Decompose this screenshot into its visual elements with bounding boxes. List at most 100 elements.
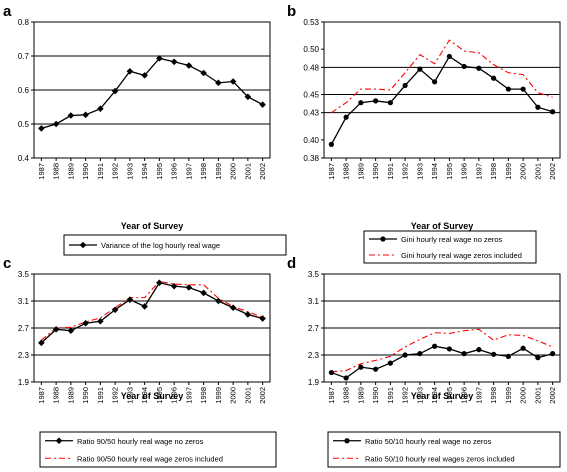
data-point: [185, 284, 193, 291]
data-point: [38, 125, 45, 132]
panel-label: a: [3, 3, 12, 20]
data-point: [200, 289, 207, 297]
x-tick-label: 2002: [258, 163, 267, 180]
x-tick-label: 2000: [229, 387, 238, 404]
data-point: [215, 297, 222, 305]
y-tick-label: 0.6: [18, 86, 30, 95]
data-point: [52, 326, 60, 333]
y-tick-label: 1.9: [308, 378, 320, 387]
data-point: [259, 315, 266, 322]
y-tick-label: 0.43: [303, 109, 319, 118]
x-tick-label: 2002: [548, 163, 557, 180]
panel-label: b: [287, 3, 296, 20]
data-point: [461, 351, 467, 357]
legend-box: [327, 431, 561, 468]
data-point: [328, 369, 334, 376]
y-tick-label: 3.1: [308, 297, 320, 306]
data-point: [111, 87, 119, 95]
data-point: [520, 86, 526, 92]
x-tick-label: 1997: [184, 163, 193, 180]
data-point: [244, 311, 252, 318]
x-tick-label: 1993: [415, 163, 424, 180]
y-tick-label: 0.38: [303, 154, 319, 163]
data-point: [111, 306, 119, 314]
series-line: [330, 55, 553, 145]
data-point: [373, 98, 379, 104]
x-tick-label: 1990: [371, 163, 380, 180]
data-point: [328, 141, 334, 147]
data-point: [550, 109, 556, 115]
panel-d: d 1.9 2.3 2.7 3.1 3.5 1987 1988 1989 1990 1991 1992…: [287, 255, 561, 468]
x-tick-label: 1990: [81, 163, 90, 180]
data-point: [52, 120, 60, 128]
data-point: [82, 319, 89, 327]
data-point: [126, 296, 134, 303]
legend-label: Ratio 50/10 hourly real wage no zeros: [365, 437, 492, 446]
y-tick-label: 2.3: [308, 351, 320, 360]
legend-box: [39, 431, 277, 468]
x-tick-label: 1988: [52, 387, 61, 404]
x-tick-label: 2001: [243, 387, 252, 404]
legend-marker: [55, 437, 63, 445]
legend: Ratio 90/50 hourly real wage no zeros Rat…: [39, 431, 277, 468]
data-point: [505, 86, 511, 92]
series-line: [331, 328, 553, 373]
x-tick-label: 1998: [489, 163, 498, 180]
data-point: [461, 63, 467, 70]
data-point: [259, 101, 266, 108]
y-tick-label: 3.5: [18, 270, 30, 279]
x-tick-label: 1996: [460, 163, 469, 180]
data-point: [476, 65, 482, 71]
x-axis-title: Year of Survey: [121, 221, 184, 231]
x-tick-label: 1997: [184, 387, 193, 404]
data-point: [402, 352, 408, 358]
data-point: [170, 282, 178, 290]
y-tick-label: 0.45: [303, 91, 319, 100]
legend-box: [363, 230, 537, 264]
data-point: [141, 303, 148, 310]
data-point: [38, 339, 45, 347]
legend-label: Gini hourly real wage zeros included: [401, 251, 522, 260]
x-tick-label: 1989: [356, 163, 365, 180]
x-tick-label: 1992: [401, 387, 410, 404]
legend: Ratio 50/10 hourly real wage no zeros Rat…: [327, 431, 561, 468]
x-tick-label: 1993: [415, 387, 424, 404]
data-point: [535, 104, 541, 110]
y-tick-label: 2.7: [18, 324, 30, 333]
y-tick-label: 0.50: [303, 45, 319, 54]
x-tick-label: 1995: [155, 387, 164, 404]
data-point: [156, 55, 163, 62]
series-line: [331, 39, 553, 114]
x-tick-label: 1998: [199, 387, 208, 404]
x-tick-label: 1994: [430, 163, 439, 180]
x-tick-label: 1992: [401, 163, 410, 180]
series-line: [41, 280, 263, 341]
panel-label: c: [3, 255, 11, 272]
x-tick-label: 1988: [52, 163, 61, 180]
x-axis-title: Year of Survey: [411, 221, 474, 231]
x-tick-label: 1999: [504, 387, 513, 404]
data-point: [491, 75, 497, 81]
y-tick-label: 0.4: [18, 154, 30, 163]
panel-a: a 0.4 0.5 0.6 0.7 0.8 1987 1988 1989 1990 1991 1992…: [3, 3, 287, 256]
x-tick-label: 1990: [81, 387, 90, 404]
data-point: [417, 66, 423, 72]
y-tick-label: 0.40: [303, 136, 319, 145]
x-tick-label: 1989: [356, 387, 365, 404]
legend-label: Ratio 90/50 hourly real wage zeros inclu…: [77, 454, 223, 463]
x-tick-label: 1995: [445, 163, 454, 180]
x-tick-label: 1987: [327, 387, 336, 404]
y-tick-label: 2.3: [18, 351, 30, 360]
data-point: [97, 105, 104, 112]
x-tick-label: 1991: [96, 163, 105, 180]
data-point: [446, 346, 452, 352]
data-point: [491, 351, 497, 357]
legend: Variance of the log hourly real wage: [63, 234, 287, 256]
data-point: [343, 375, 349, 381]
x-tick-label: 1993: [125, 387, 134, 404]
data-point: [244, 93, 252, 101]
legend-marker: [79, 241, 87, 249]
legend-marker: [380, 236, 386, 242]
data-point: [520, 345, 526, 351]
x-tick-label: 1991: [96, 387, 105, 404]
